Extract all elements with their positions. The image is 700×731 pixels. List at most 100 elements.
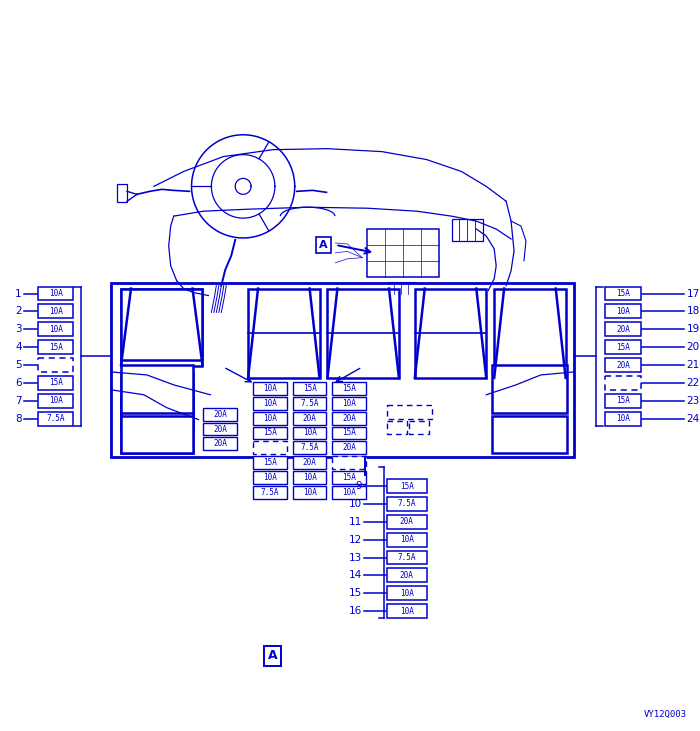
Bar xyxy=(38,358,74,372)
Text: 10A: 10A xyxy=(263,414,277,423)
Text: 10A: 10A xyxy=(302,488,316,497)
Text: 20: 20 xyxy=(687,342,700,352)
Text: 1: 1 xyxy=(15,289,22,298)
Text: 15A: 15A xyxy=(48,343,62,352)
Text: 10A: 10A xyxy=(48,396,62,405)
Bar xyxy=(492,365,566,412)
Text: 23: 23 xyxy=(687,395,700,406)
Bar xyxy=(387,479,427,493)
Bar xyxy=(117,184,127,202)
Bar xyxy=(606,412,641,425)
Text: 10A: 10A xyxy=(48,325,62,334)
Bar xyxy=(293,397,326,409)
Bar xyxy=(293,486,326,499)
Text: 10A: 10A xyxy=(616,307,630,316)
Text: 4: 4 xyxy=(15,342,22,352)
Text: 7.5A: 7.5A xyxy=(398,499,416,509)
Bar xyxy=(38,322,74,336)
Text: A: A xyxy=(319,240,328,250)
Text: 7: 7 xyxy=(15,395,22,406)
Text: 10A: 10A xyxy=(302,428,316,437)
Bar xyxy=(253,412,287,425)
Bar xyxy=(387,586,427,600)
Bar xyxy=(38,305,74,319)
Bar xyxy=(332,412,366,425)
Text: 9: 9 xyxy=(356,481,362,491)
Bar xyxy=(293,456,326,469)
Text: 20A: 20A xyxy=(302,414,316,423)
Text: 10A: 10A xyxy=(302,473,316,482)
Bar xyxy=(606,322,641,336)
Bar xyxy=(204,423,237,436)
Bar xyxy=(387,405,432,419)
Text: 20A: 20A xyxy=(400,518,414,526)
Bar xyxy=(253,471,287,484)
Bar xyxy=(332,426,366,439)
Bar xyxy=(253,442,287,455)
Text: 6: 6 xyxy=(15,378,22,388)
Text: 16: 16 xyxy=(349,606,362,616)
Text: 15A: 15A xyxy=(342,428,356,437)
Bar xyxy=(204,408,237,420)
Bar xyxy=(387,515,427,529)
Bar xyxy=(121,416,192,453)
Text: 15A: 15A xyxy=(342,384,356,393)
Text: 18: 18 xyxy=(687,306,700,317)
Bar xyxy=(38,376,74,390)
Text: 5: 5 xyxy=(15,360,22,370)
Bar xyxy=(332,382,366,395)
Bar xyxy=(253,456,287,469)
Bar xyxy=(452,219,483,241)
Text: 15A: 15A xyxy=(302,384,316,393)
Text: 7.5A: 7.5A xyxy=(260,488,279,497)
Text: 15: 15 xyxy=(349,588,362,598)
Bar xyxy=(328,289,399,378)
Bar xyxy=(606,340,641,354)
Bar xyxy=(387,604,427,618)
Text: 10A: 10A xyxy=(400,535,414,544)
Text: 24: 24 xyxy=(687,414,700,423)
Text: 20A: 20A xyxy=(214,409,228,419)
Bar xyxy=(368,229,439,276)
Text: 20A: 20A xyxy=(616,325,630,334)
Text: 10A: 10A xyxy=(263,384,277,393)
Bar xyxy=(38,287,74,300)
Text: 22: 22 xyxy=(687,378,700,388)
Text: 10A: 10A xyxy=(616,414,630,423)
Bar xyxy=(121,289,202,360)
Text: 7.5A: 7.5A xyxy=(300,444,319,452)
Text: 15A: 15A xyxy=(342,473,356,482)
Bar xyxy=(121,365,192,412)
Bar xyxy=(38,412,74,425)
Bar xyxy=(332,486,366,499)
Text: 15A: 15A xyxy=(616,396,630,405)
Text: 10: 10 xyxy=(349,499,362,509)
Text: 13: 13 xyxy=(349,553,362,563)
Text: 20A: 20A xyxy=(302,458,316,467)
Text: 15A: 15A xyxy=(400,482,414,491)
Bar xyxy=(204,437,237,450)
Bar xyxy=(121,372,192,430)
Bar xyxy=(253,426,287,439)
Text: 20A: 20A xyxy=(214,439,228,448)
Bar xyxy=(293,412,326,425)
Bar xyxy=(387,497,427,511)
Text: 10A: 10A xyxy=(400,607,414,616)
Bar xyxy=(387,281,415,294)
Bar xyxy=(606,394,641,408)
Text: 14: 14 xyxy=(349,570,362,580)
Bar xyxy=(387,420,407,434)
Bar xyxy=(387,569,427,583)
Bar xyxy=(387,533,427,547)
Bar xyxy=(38,394,74,408)
Bar xyxy=(248,289,319,378)
Text: 15A: 15A xyxy=(263,458,277,467)
Bar xyxy=(494,289,566,378)
Bar xyxy=(387,550,427,564)
Text: 3: 3 xyxy=(15,325,22,334)
Text: 15A: 15A xyxy=(48,379,62,387)
Bar xyxy=(332,471,366,484)
Bar xyxy=(332,456,366,469)
Bar xyxy=(293,382,326,395)
Bar xyxy=(606,305,641,319)
